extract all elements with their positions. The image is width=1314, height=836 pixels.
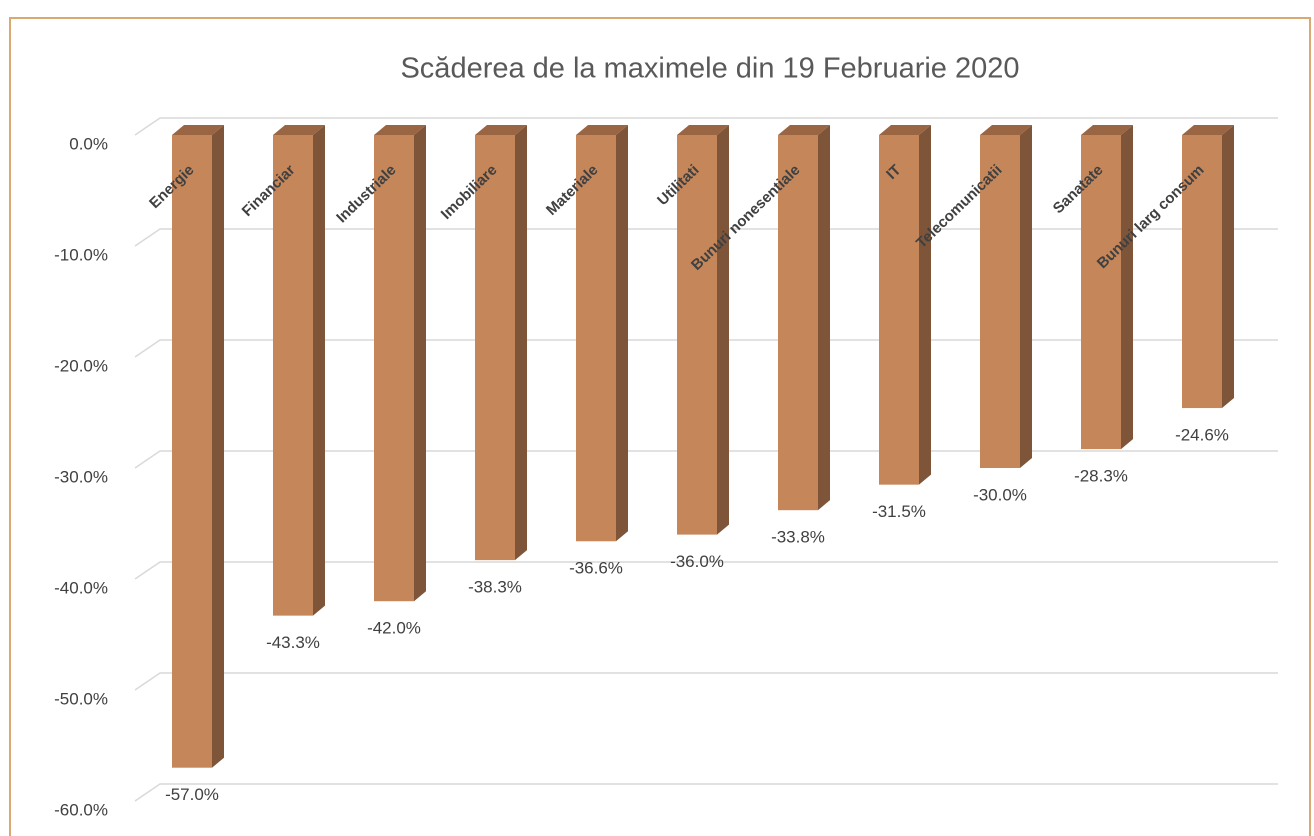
data-label: -28.3% [1074, 467, 1128, 486]
bar-side [515, 125, 527, 561]
data-label: -24.6% [1175, 426, 1229, 445]
bar-front [576, 135, 616, 542]
y-tick-label: -20.0% [54, 356, 108, 375]
data-label: -57.0% [165, 785, 219, 804]
bar [374, 125, 426, 602]
bar-top [475, 125, 527, 135]
bar-side [616, 125, 628, 542]
bar-front [778, 135, 818, 511]
data-label: -30.0% [973, 485, 1027, 504]
bar [273, 125, 325, 616]
data-label: -38.3% [468, 578, 522, 597]
bar [778, 125, 830, 511]
bar [980, 125, 1032, 468]
bar [879, 125, 931, 485]
grid-line [134, 672, 1278, 691]
bar-top [778, 125, 830, 135]
bar-front [374, 135, 414, 602]
bar-top [1182, 125, 1234, 135]
grid-line [134, 783, 1278, 802]
grid-line [134, 117, 1278, 136]
data-label: -42.0% [367, 619, 421, 638]
bar-front [1182, 135, 1222, 409]
chart-title: Scăderea de la maximele din 19 Februarie… [400, 53, 1019, 85]
bar-side [1121, 125, 1133, 450]
bar-side [919, 125, 931, 485]
bar-top [576, 125, 628, 135]
y-tick-label: -60.0% [54, 800, 108, 819]
grid-line [134, 561, 1278, 580]
bar-top [980, 125, 1032, 135]
bar-front [172, 135, 212, 768]
bar-front [475, 135, 515, 561]
data-label: -36.6% [569, 559, 623, 578]
bar-side [717, 125, 729, 535]
bar-top [273, 125, 325, 135]
y-tick-label: -40.0% [54, 578, 108, 597]
bar-front [980, 135, 1020, 468]
bar-top [172, 125, 224, 135]
bar [1182, 125, 1234, 409]
data-label: -33.8% [771, 528, 825, 547]
bar-side [313, 125, 325, 616]
bar [172, 125, 224, 768]
bar [677, 125, 729, 535]
bar-top [1081, 125, 1133, 135]
bar-top [879, 125, 931, 135]
bar-front [273, 135, 313, 616]
bar-side [818, 125, 830, 511]
data-label: -36.0% [670, 552, 724, 571]
bar-side [1222, 125, 1234, 409]
bar [1081, 125, 1133, 450]
bar-top [374, 125, 426, 135]
chart-frame [9, 17, 1311, 836]
bar-side [414, 125, 426, 602]
bar-front [1081, 135, 1121, 450]
data-label: -43.3% [266, 633, 320, 652]
bar-front [677, 135, 717, 535]
bar-side [212, 125, 224, 768]
bar-top [677, 125, 729, 135]
bar [576, 125, 628, 542]
bar-front [879, 135, 919, 485]
bar [475, 125, 527, 561]
data-label: -31.5% [872, 502, 926, 521]
y-tick-label: -30.0% [54, 467, 108, 486]
y-tick-label: -10.0% [54, 245, 108, 264]
y-tick-label: 0.0% [69, 134, 108, 153]
y-tick-label: -50.0% [54, 689, 108, 708]
bar-side [1020, 125, 1032, 468]
